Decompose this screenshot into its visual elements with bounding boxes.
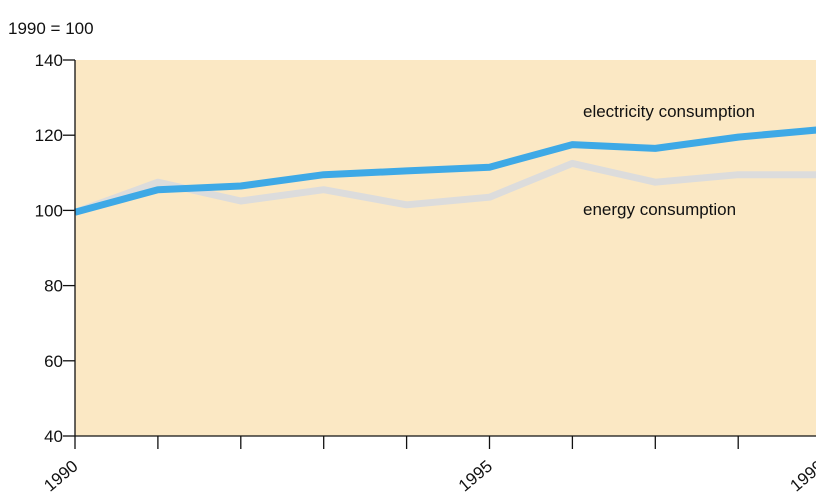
axis-ticks (63, 59, 739, 449)
series-layer (73, 126, 816, 216)
energy-line (73, 159, 816, 216)
y-tick-label-80: 80 (44, 277, 63, 296)
series-label-electricity: electricity consumption (583, 102, 755, 121)
electricity-line (74, 126, 816, 216)
y-tick-label-100: 100 (35, 201, 63, 220)
y-tick-label-140: 140 (35, 51, 63, 70)
y-tick-label-60: 60 (44, 352, 63, 371)
x-tick-label-1990: 1990 (40, 457, 81, 496)
plot-background (75, 60, 816, 436)
y-tick-label-120: 120 (35, 126, 63, 145)
x-tick-label-1999: 1999 (786, 457, 816, 496)
y-axis-unit-label: 1990 = 100 (8, 19, 94, 38)
series-label-energy: energy consumption (583, 200, 736, 219)
y-tick-label-40: 40 (44, 427, 63, 446)
x-tick-label-1995: 1995 (455, 457, 496, 496)
